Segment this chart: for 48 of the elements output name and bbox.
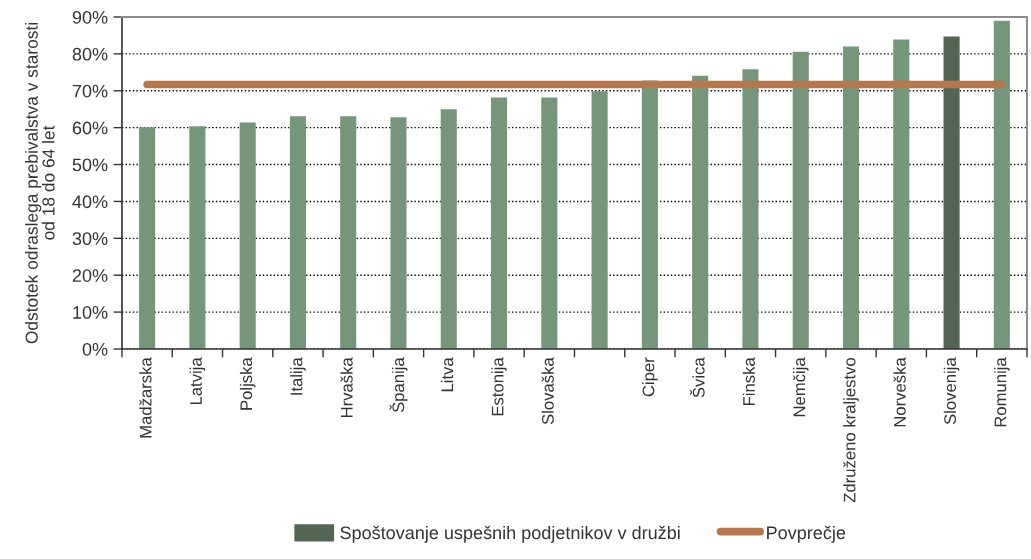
bar <box>993 20 1010 349</box>
x-tick-label: Hrvaška <box>340 357 353 418</box>
bar <box>541 97 558 349</box>
y-tick-label: 50% <box>72 158 108 172</box>
x-tick-label: Madžarska <box>139 357 152 438</box>
bar <box>792 51 809 349</box>
x-tick-label: Slovaška <box>541 357 554 425</box>
x-tick-label: Ciper <box>642 357 658 397</box>
bar <box>239 122 256 349</box>
x-tick-label: Litva <box>441 357 454 392</box>
bar <box>943 36 960 349</box>
bar <box>641 80 658 349</box>
y-axis-title: Odstotek odraslega prebivalstva v starosti od 18 do 64 let <box>25 23 55 344</box>
y-tick-label: 90% <box>72 10 108 24</box>
bar <box>591 91 608 349</box>
bar <box>289 116 306 349</box>
bar <box>440 109 457 349</box>
y-tick-label: 40% <box>72 195 108 209</box>
y-tick-label: 20% <box>72 269 108 282</box>
x-tick-label: Romunija <box>994 357 1010 427</box>
x-tick-label: Norveška <box>893 357 906 427</box>
x-tick-label: Španija <box>389 357 408 413</box>
x-tick-label: Združeno kraljestvo <box>843 358 859 503</box>
y-tick-label: 30% <box>72 232 108 246</box>
y-tick-label: 70% <box>72 84 108 98</box>
x-tick-label: Estonija <box>491 357 507 416</box>
y-tick-label: 10% <box>73 306 108 319</box>
x-tick-label: Latvija <box>189 357 206 405</box>
y-tick-label: 0% <box>82 342 108 356</box>
bar <box>491 97 508 349</box>
bar <box>189 126 206 349</box>
x-tick-label: Italija <box>290 357 306 395</box>
bar <box>390 117 407 349</box>
x-tick-label: Finska <box>742 357 755 406</box>
y-tick-label: 60% <box>72 121 108 135</box>
x-tick-label: Švica <box>689 357 705 398</box>
x-tick-label: Slovenija <box>943 357 960 425</box>
x-tick-label: Poljska <box>239 357 256 410</box>
bar <box>340 116 357 349</box>
x-tick-label: Nemčija <box>792 357 809 417</box>
bar <box>842 46 860 349</box>
bar <box>742 69 759 349</box>
bar <box>139 127 156 349</box>
y-tick-label: 80% <box>72 47 108 61</box>
bar <box>692 75 709 349</box>
legend-label: Spoštovanje uspešnih podjetnikov v družbi <box>340 525 680 543</box>
bar <box>893 39 910 349</box>
legend-label: Povprečje <box>767 525 846 543</box>
